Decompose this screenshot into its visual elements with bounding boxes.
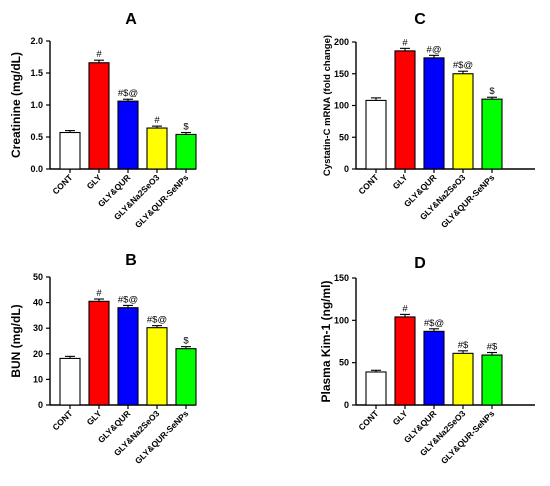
y-tick-label: 40 (33, 298, 43, 308)
bar-gly-qur-senps (175, 133, 197, 170)
bar-gly-na2seo3 (452, 73, 474, 170)
y-tick-label: 150 (334, 69, 349, 79)
significance-label: $ (489, 86, 495, 97)
category-label: GLY (391, 172, 410, 191)
bar-gly-qur-senps (481, 98, 503, 170)
bar-gly-qur (423, 57, 445, 170)
y-tick-label: 50 (339, 132, 349, 142)
y-tick-label: 50 (33, 272, 43, 282)
y-tick-label: 200 (334, 37, 349, 47)
chart-panel-d: D Plasma Kim-1 (ng/ml) 0 50 100 150 CONT # GLY #$… (319, 255, 535, 466)
y-tick-label: 1.0 (30, 100, 43, 110)
chart-panel-b: B BUN (mg/dL) 0 10 20 30 40 50 CONT # GLY #$@ GLY&QU… (9, 252, 197, 466)
significance-label: #$@ (118, 294, 138, 305)
y-tick-label: 0 (344, 400, 349, 410)
bar-gly (394, 316, 416, 406)
significance-label: # (402, 303, 408, 314)
category-label: GLY (85, 408, 104, 427)
significance-label: #$ (487, 342, 498, 353)
y-axis-label: BUN (mg/dL) (9, 304, 23, 377)
significance-label: # (96, 288, 102, 299)
bar-gly (88, 62, 110, 170)
bar-cont (365, 371, 387, 406)
bar-gly-qur (117, 307, 139, 406)
significance-label: $ (183, 122, 189, 133)
category-label: GLY&QUR-SeNPs (439, 408, 497, 466)
bar-gly (394, 50, 416, 170)
y-tick-label: 10 (33, 374, 43, 384)
significance-label: # (154, 115, 160, 126)
y-tick-label: 0.5 (30, 132, 43, 142)
panel-letter: B (125, 252, 137, 269)
y-axis-label: Plasma Kim-1 (ng/ml) (319, 280, 333, 402)
significance-label: #$@ (147, 315, 167, 326)
panel-letter: A (125, 11, 137, 28)
significance-label: #$@ (118, 88, 138, 99)
category-label: GLY&QUR-SeNPs (439, 172, 497, 230)
bar-gly-na2seo3 (146, 327, 168, 406)
significance-label: #@ (427, 44, 442, 55)
significance-label: #$@ (453, 60, 473, 71)
bar-gly-na2seo3 (146, 127, 168, 170)
bar-gly-qur (423, 330, 445, 406)
y-axis-label: Creatinine (mg/dL) (9, 52, 23, 158)
category-label: GLY&QUR-SeNPs (133, 172, 191, 230)
bar-cont (365, 99, 387, 170)
y-tick-label: 20 (33, 349, 43, 359)
y-tick-label: 0 (38, 400, 43, 410)
bar-cont (59, 357, 81, 406)
significance-label: # (96, 49, 102, 60)
category-label: CONT (356, 408, 381, 433)
significance-label: # (402, 37, 408, 48)
category-label: GLY (391, 408, 410, 427)
bar-cont (59, 131, 81, 170)
category-label: CONT (50, 172, 75, 197)
y-tick-label: 150 (334, 273, 349, 283)
y-tick-label: 0.0 (30, 164, 43, 174)
bar-gly-qur-senps (481, 354, 503, 406)
significance-label: #$@ (424, 318, 444, 329)
y-tick-label: 30 (33, 323, 43, 333)
y-tick-label: 100 (334, 101, 349, 111)
significance-label: #$ (458, 340, 469, 351)
bar-gly-qur-senps (175, 348, 197, 406)
category-label: GLY&QUR-SeNPs (133, 408, 191, 466)
chart-panel-a: A Creatinine (mg/dL) 0.0 0.5 1.0 1.5 2.0 CONT # G… (9, 11, 197, 230)
category-label: CONT (356, 172, 381, 197)
y-axis-label: Cystatin-C mRNA (fold change) (322, 35, 333, 176)
significance-label: $ (183, 336, 189, 347)
y-tick-label: 1.5 (30, 68, 43, 78)
category-label: CONT (50, 408, 75, 433)
bar-gly-qur (117, 100, 139, 170)
y-tick-label: 100 (334, 315, 349, 325)
bar-gly-na2seo3 (452, 352, 474, 406)
chart-panel-c: C Cystatin-C mRNA (fold change) 0 50 100 150 2… (322, 11, 535, 230)
y-tick-label: 2.0 (30, 36, 43, 46)
category-label: GLY (85, 172, 104, 191)
y-tick-label: 0 (344, 164, 349, 174)
panel-letter: D (414, 255, 426, 272)
panel-letter: C (414, 11, 426, 28)
y-tick-label: 50 (339, 358, 349, 368)
bar-gly (88, 300, 110, 406)
